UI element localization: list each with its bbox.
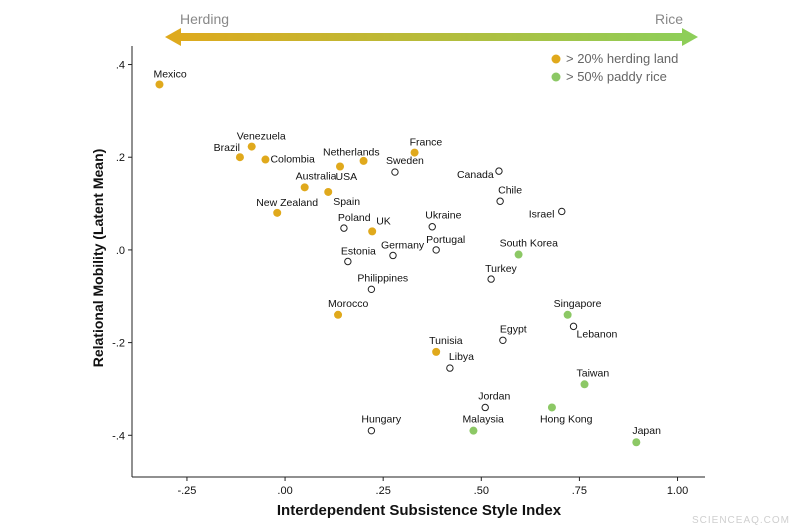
legend-herding-marker — [551, 54, 561, 64]
legend: > 20% herding land > 50% paddy rice — [551, 51, 678, 84]
point-south-korea — [514, 250, 523, 259]
point-morocco — [334, 310, 343, 319]
watermark: SCIENCEAQ.COM — [691, 515, 790, 526]
label-poland: Poland — [338, 212, 371, 224]
label-australia: Australia — [296, 170, 337, 182]
point-portugal — [432, 246, 440, 254]
point-venezuela — [247, 142, 256, 151]
point-new-zealand — [273, 208, 282, 217]
point-brazil — [235, 153, 244, 162]
label-japan: Japan — [632, 425, 661, 437]
label-estonia: Estonia — [341, 246, 376, 258]
point-netherlands — [336, 162, 345, 171]
label-germany: Germany — [381, 239, 425, 251]
label-new-zealand: New Zealand — [256, 197, 318, 209]
data-points — [155, 80, 641, 447]
legend-rice-label: > 50% paddy rice — [566, 69, 667, 84]
point-egypt — [499, 336, 507, 344]
axes — [131, 46, 705, 478]
x-tick-label: 1.00 — [667, 485, 688, 497]
y-tick-label: -.4 — [112, 430, 125, 442]
point-colombia — [261, 155, 270, 164]
label-tunisia: Tunisia — [429, 335, 463, 347]
label-venezuela: Venezuela — [237, 131, 286, 143]
point-ukraine — [428, 223, 436, 231]
x-axis-title: Interdependent Subsistence Style Index — [277, 502, 562, 519]
label-uk: UK — [376, 215, 391, 227]
point-uk — [368, 227, 377, 236]
y-tick-label: .2 — [116, 152, 125, 164]
label-hong-kong: Hong Kong — [540, 413, 593, 425]
label-netherlands: Netherlands — [323, 146, 380, 158]
label-jordan: Jordan — [478, 390, 510, 402]
point-jordan — [481, 403, 489, 412]
point-spain — [324, 187, 333, 196]
y-tick-label: -.2 — [112, 338, 125, 350]
point-japan — [632, 438, 641, 447]
legend-rice-marker — [551, 72, 561, 82]
label-sweden: Sweden — [386, 155, 424, 167]
label-canada: Canada — [457, 169, 494, 181]
label-malaysia: Malaysia — [462, 414, 504, 426]
x-tick-label: .75 — [572, 485, 587, 497]
arrow-left-label: Herding — [180, 11, 229, 27]
point-usa — [359, 156, 368, 165]
label-mexico: Mexico — [153, 68, 186, 80]
label-ukraine: Ukraine — [425, 210, 461, 222]
point-canada — [495, 167, 503, 175]
label-philippines: Philippines — [357, 272, 408, 284]
x-axis-ticks: -.25 .00 .25 .50 .75 1.00 — [177, 477, 688, 497]
x-tick-label: .50 — [474, 485, 489, 497]
point-germany — [389, 251, 397, 260]
y-tick-label: .0 — [116, 245, 125, 257]
direction-arrow-shape — [165, 28, 698, 46]
point-mexico — [155, 80, 164, 89]
legend-herding-label: > 20% herding land — [566, 51, 678, 66]
label-chile: Chile — [498, 184, 522, 196]
label-spain: Spain — [333, 196, 360, 208]
arrow-right-label: Rice — [655, 11, 683, 27]
direction-arrow: Herding Rice — [165, 11, 698, 46]
point-chile — [496, 197, 504, 205]
point-singapore — [563, 310, 572, 319]
x-tick-label: .00 — [277, 485, 292, 497]
label-libya: Libya — [449, 351, 474, 363]
point-hungary — [367, 426, 376, 435]
label-colombia: Colombia — [270, 154, 315, 166]
point-hong-kong — [547, 403, 556, 412]
point-taiwan — [580, 380, 589, 389]
y-tick-label: .4 — [116, 60, 125, 72]
point-libya — [446, 364, 454, 372]
point-turkey — [487, 275, 495, 283]
label-singapore: Singapore — [554, 298, 602, 310]
point-australia — [300, 183, 309, 192]
label-turkey: Turkey — [485, 263, 517, 275]
y-axis-ticks: .4 .2 .0 -.2 -.4 — [112, 60, 132, 442]
point-sweden — [391, 168, 399, 176]
label-lebanon: Lebanon — [577, 328, 618, 340]
label-taiwan: Taiwan — [577, 367, 610, 379]
point-lebanon — [569, 322, 578, 331]
point-france — [410, 148, 419, 157]
x-tick-label: -.25 — [177, 485, 196, 497]
point-malaysia — [469, 426, 478, 435]
label-morocco: Morocco — [328, 298, 368, 310]
point-israel — [558, 207, 566, 216]
label-france: France — [410, 137, 443, 149]
label-south-korea: South Korea — [500, 238, 559, 250]
label-egypt: Egypt — [500, 323, 527, 335]
label-hungary: Hungary — [361, 414, 401, 426]
point-estonia — [344, 257, 352, 266]
x-tick-label: .25 — [376, 485, 391, 497]
point-philippines — [367, 285, 376, 294]
label-portugal: Portugal — [426, 234, 465, 246]
y-axis-title: Relational Mobility (Latent Mean) — [90, 149, 106, 368]
label-usa: USA — [336, 171, 358, 183]
label-israel: Israel — [529, 208, 555, 220]
point-poland — [340, 224, 348, 232]
point-tunisia — [432, 347, 441, 356]
label-brazil: Brazil — [214, 142, 240, 154]
